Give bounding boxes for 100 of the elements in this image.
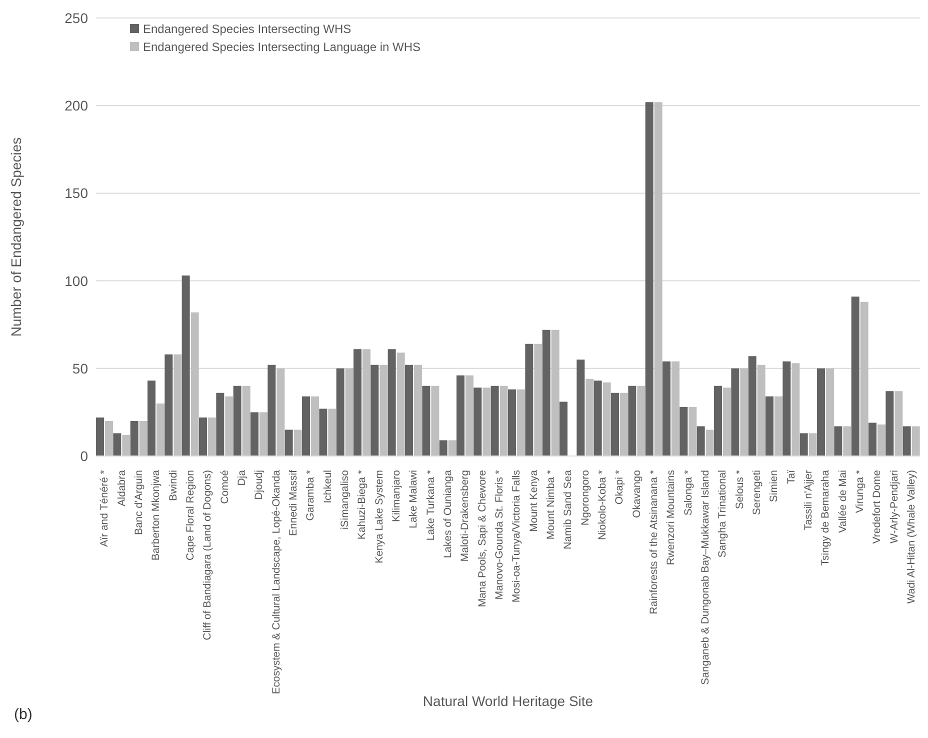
y-axis-title: Number of Endangered Species	[8, 137, 24, 337]
bar	[654, 102, 662, 456]
bar	[130, 420, 138, 456]
x-tick-label: Kilimanjaro	[390, 470, 402, 522]
bar	[164, 354, 173, 456]
bar	[680, 406, 688, 456]
bar	[284, 430, 293, 456]
y-tick-label: 50	[72, 360, 88, 376]
bar	[216, 392, 224, 456]
bar	[396, 352, 405, 456]
bar	[731, 368, 740, 456]
x-tick-label: Tsingy de Bemaraha	[820, 470, 832, 566]
x-tick-label: Vallée de Mai	[836, 470, 849, 533]
bar	[912, 426, 920, 456]
bar	[868, 422, 876, 456]
x-tick-label: Mount Kenya	[528, 470, 540, 532]
bar	[182, 276, 190, 456]
bar	[388, 349, 396, 456]
bar	[748, 356, 756, 456]
x-tick-label: Ngorongoro	[579, 470, 592, 526]
x-tick-label: Comoé	[218, 470, 231, 504]
x-tick-label: Selous *	[734, 470, 746, 510]
bar	[534, 344, 542, 456]
x-tick-label: Salonga *	[682, 470, 694, 516]
x-tick-label: Taï	[785, 470, 798, 484]
bar	[208, 417, 216, 456]
bar	[662, 361, 670, 456]
bar	[525, 344, 534, 456]
bar	[466, 375, 474, 456]
bar	[878, 424, 886, 456]
bar	[894, 391, 903, 456]
bar	[276, 368, 285, 456]
bar	[405, 364, 413, 456]
x-tick-label: Aldabra	[116, 470, 128, 506]
bar	[233, 386, 242, 456]
bar	[380, 364, 388, 456]
x-tick-label: Wadi Al-Hitan (Whale Valley)	[905, 470, 918, 604]
x-tick-label: Cliff of Bandiagara (Land of Dogons)	[202, 470, 214, 640]
bar	[611, 392, 619, 456]
x-tick-label: Vredefort Dome	[871, 470, 884, 544]
x-tick-label: Tassili n'Ajjer	[802, 470, 814, 530]
bar	[174, 354, 182, 456]
x-tick-label: Djoudj	[253, 470, 266, 500]
x-tick-label: Ennedi Massif	[287, 470, 300, 536]
bar	[851, 296, 860, 456]
bar	[302, 396, 310, 456]
bar	[354, 349, 362, 456]
bar	[594, 380, 602, 456]
bar	[672, 361, 680, 456]
bar	[542, 330, 550, 456]
x-tick-label: Maloti-Drakensberg	[459, 470, 472, 562]
x-tick-label: Mana Pools, Sapi & Chewore	[476, 470, 488, 608]
x-tick-label: Lakes of Ounianga	[442, 470, 454, 558]
bar	[345, 368, 354, 456]
x-tick-label: Barberton Mkonjwa	[150, 470, 162, 560]
bar	[242, 386, 250, 456]
bar	[190, 312, 199, 456]
bar	[122, 434, 130, 456]
bar	[225, 396, 234, 456]
bar	[782, 361, 791, 456]
bar	[431, 386, 440, 456]
x-tick-label: Sanganeb & Dungonab Bay–Mukkawar Island	[699, 470, 712, 685]
bar	[517, 389, 525, 456]
bar	[834, 426, 842, 456]
x-tick-label: Sangha Trinational	[716, 470, 729, 558]
bar	[817, 368, 825, 456]
bar	[688, 406, 697, 456]
bar	[336, 368, 344, 456]
bar	[482, 388, 491, 456]
bar	[474, 388, 482, 456]
bar	[792, 363, 800, 456]
x-tick-label: Okavango	[630, 470, 643, 518]
bar	[328, 408, 336, 456]
bar	[456, 375, 464, 456]
y-tick-label: 200	[64, 98, 88, 114]
bar	[886, 391, 894, 456]
bar	[105, 420, 113, 456]
x-tick-label: Bwindi	[167, 470, 180, 501]
bar	[902, 426, 911, 456]
bar	[602, 382, 611, 456]
bar	[148, 380, 156, 456]
bar	[586, 378, 594, 456]
bar	[319, 408, 328, 456]
bar	[637, 386, 646, 456]
bar	[439, 440, 448, 456]
x-tick-label: Mosi-oa-Tunya/Victoria Falls	[510, 470, 523, 602]
bar	[723, 388, 731, 456]
x-tick-label: Cape Floral Region	[184, 470, 196, 560]
y-tick-label: 100	[64, 272, 88, 289]
x-tick-label: Rainforests of the Atsinanana *	[648, 470, 660, 614]
x-tick-label: Mount Nimba *	[544, 470, 557, 540]
bar	[766, 396, 774, 456]
bar	[260, 412, 268, 456]
x-tick-label: Manovo-Gounda St. Floris *	[493, 470, 506, 600]
bar	[645, 102, 654, 456]
bar	[490, 386, 499, 456]
bar	[843, 426, 852, 456]
bar	[370, 364, 379, 456]
bar	[860, 302, 868, 456]
x-axis-title: Natural World Heritage Site	[422, 693, 594, 709]
